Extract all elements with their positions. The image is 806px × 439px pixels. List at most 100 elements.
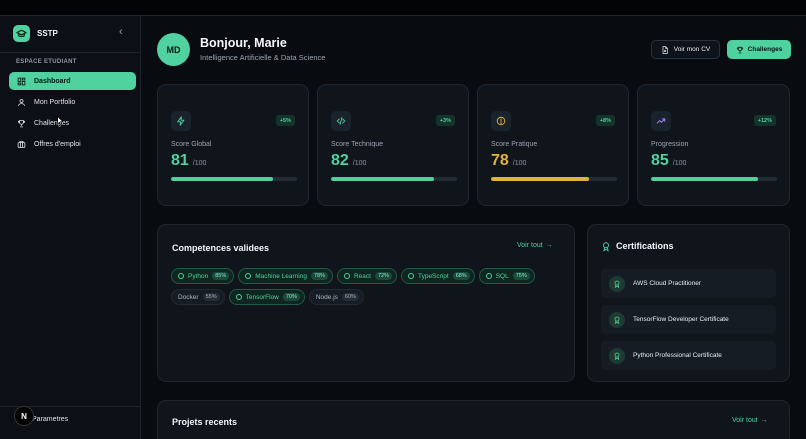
stat-progress-fill: [171, 177, 274, 181]
stat-label: Score Global: [171, 141, 212, 148]
skill-chip[interactable]: SQL 75%: [478, 268, 535, 284]
skill-name: SQL: [495, 272, 509, 280]
stat-progress-fill: [491, 177, 590, 181]
skill-chip[interactable]: Python 85%: [171, 268, 235, 284]
see-all-label: Voir tout: [517, 242, 543, 249]
certification-name: AWS Cloud Practitioner: [633, 280, 702, 287]
certification-name: Python Professional Certificate: [633, 352, 722, 359]
certification-item[interactable]: Python Professional Certificate: [601, 341, 776, 370]
briefcase-icon: [17, 140, 26, 148]
stat-max: /100: [352, 160, 367, 167]
certifications-card: Certifications AWS Cloud Practitioner Te…: [587, 224, 790, 382]
projects-title: Projets recents: [172, 417, 238, 427]
avatar: MD: [157, 33, 190, 66]
page-subtitle: Intelligence Artificielle & Data Science: [200, 53, 326, 62]
skill-pct: 60%: [341, 293, 359, 301]
stat-label: Score Pratique: [491, 141, 538, 148]
chevron-left-icon[interactable]: ‹: [119, 26, 123, 38]
stat-progress-track: [331, 177, 457, 181]
graduation-cap-icon: [13, 25, 30, 42]
sidebar-item-label: Challenges: [34, 119, 70, 127]
certification-name: TensorFlow Developer Certificate: [633, 316, 729, 323]
sidebar-item-settings[interactable]: Parametres: [32, 416, 69, 423]
stat-card-technique: +3% Score Technique 82 /100: [317, 84, 469, 206]
brand[interactable]: SSTP: [13, 25, 58, 42]
check-circle-icon: [178, 273, 184, 279]
check-circle-icon: [235, 294, 242, 300]
stat-progress-track: [491, 177, 617, 181]
skill-chip[interactable]: Machine Learning 78%: [238, 268, 333, 284]
skill-name: Machine Learning: [255, 272, 307, 280]
arrow-right-icon: →: [760, 417, 768, 424]
stat-card-progression: +12% Progression 85 /100: [637, 84, 790, 206]
check-circle-icon: [343, 273, 350, 279]
stat-value: 81 /100: [171, 152, 206, 170]
certification-item[interactable]: AWS Cloud Practitioner: [601, 269, 776, 298]
stat-number: 82: [331, 152, 349, 169]
skill-pct: 55%: [202, 293, 220, 301]
mouse-cursor-icon: [57, 116, 64, 126]
skill-pct: 75%: [512, 272, 530, 280]
skill-name: Docker: [178, 293, 199, 301]
sidebar-item-challenges[interactable]: Challenges: [9, 114, 136, 132]
sidebar-divider: [0, 52, 141, 53]
certification-item[interactable]: TensorFlow Developer Certificate: [601, 305, 776, 334]
stat-progress-track: [171, 177, 297, 181]
sidebar-item-jobs[interactable]: Offres d'emploi: [9, 135, 136, 153]
award-icon: [609, 311, 625, 328]
compass-icon: [491, 111, 511, 131]
stat-label: Score Technique: [331, 141, 384, 148]
skill-chip[interactable]: TypeScript 68%: [400, 268, 475, 284]
stat-card-pratique: +8% Score Pratique 78 /100: [477, 84, 629, 206]
sidebar-section-label: ESPACE ETUDIANT: [16, 59, 77, 65]
top-bar: [0, 0, 806, 16]
skill-name: React: [353, 272, 371, 280]
stat-progress-track: [651, 177, 777, 181]
trophy-icon: [736, 46, 743, 53]
stat-max: /100: [512, 160, 527, 167]
stat-delta: +8%: [595, 115, 615, 126]
stat-value: 82 /100: [331, 152, 366, 170]
skill-name: Python: [188, 272, 209, 280]
skill-pct: 72%: [374, 272, 392, 280]
challenges-label: Challenges: [747, 46, 783, 53]
skill-name: TensorFlow: [245, 293, 279, 301]
projects-see-all-link[interactable]: Voir tout →: [732, 417, 768, 424]
user-icon: [18, 98, 25, 106]
check-circle-icon: [485, 273, 492, 279]
sidebar-divider: [0, 406, 141, 407]
check-circle-icon: [407, 273, 414, 279]
trophy-icon: [18, 119, 25, 127]
stat-card-global: +5% Score Global 81 /100: [157, 84, 309, 206]
document-icon: [662, 45, 668, 54]
award-icon: [603, 242, 609, 252]
skill-chip[interactable]: React 72%: [336, 268, 397, 284]
sidebar: SSTP ‹ ESPACE ETUDIANT Dashboard Mon Por…: [0, 16, 141, 439]
dev-badge[interactable]: N: [14, 406, 34, 426]
view-cv-button[interactable]: Voir mon CV: [651, 40, 720, 59]
skill-name: Node.js: [315, 293, 338, 301]
stat-label: Progression: [651, 141, 689, 148]
skill-pct: 85%: [212, 272, 230, 280]
sidebar-item-label: Mon Portfolio: [34, 98, 76, 106]
sidebar-item-dashboard[interactable]: Dashboard: [9, 72, 136, 90]
stat-number: 78: [491, 152, 509, 169]
see-all-label: Voir tout: [732, 417, 758, 424]
skill-chip[interactable]: Docker 55%: [171, 289, 225, 305]
stat-progress-fill: [331, 177, 435, 181]
skill-chip[interactable]: Node.js 60%: [308, 289, 364, 305]
stat-value: 85 /100: [651, 152, 686, 170]
competences-title: Competences validees: [172, 243, 270, 253]
certifications-title: Certifications: [616, 241, 674, 251]
stat-max: /100: [672, 160, 687, 167]
sidebar-item-portfolio[interactable]: Mon Portfolio: [9, 93, 136, 111]
view-cv-label: Voir mon CV: [673, 46, 711, 53]
check-circle-icon: [245, 273, 252, 279]
competences-see-all-link[interactable]: Voir tout →: [517, 242, 553, 249]
skill-pct: 70%: [282, 293, 300, 301]
projects-card: Projets recents Voir tout →: [157, 400, 790, 439]
challenges-button[interactable]: Challenges: [727, 40, 791, 59]
skills-list: Python 85% Machine Learning 78% React 72% T…: [171, 268, 561, 305]
skill-name: TypeScript: [417, 272, 449, 280]
skill-chip[interactable]: TensorFlow 70%: [228, 289, 305, 305]
